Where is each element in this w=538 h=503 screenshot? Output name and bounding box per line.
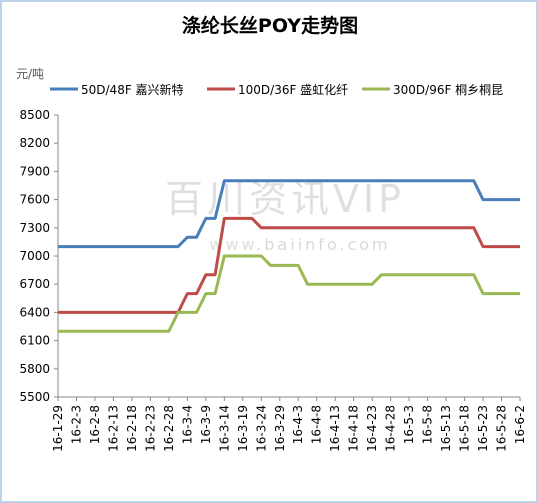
x-tick-label: 16-4-3 (291, 405, 305, 444)
series-line (58, 254, 520, 333)
x-tick-label: 16-4-8 (310, 405, 324, 444)
y-tick-label: 8200 (19, 136, 50, 150)
x-tick-label: 16-4-18 (347, 405, 361, 452)
x-tick-label: 16-5-13 (439, 405, 453, 452)
y-tick-label: 7600 (19, 193, 50, 207)
y-tick-label: 6700 (19, 277, 50, 291)
x-tick-label: 16-5-18 (458, 405, 472, 452)
series-line (58, 179, 520, 249)
x-tick-label: 16-1-29 (51, 405, 65, 452)
x-tick-label: 16-3-14 (217, 405, 231, 452)
y-tick-label: 5800 (19, 362, 50, 376)
x-tick-label: 16-3-9 (199, 405, 213, 444)
chart-title: 涤纶长丝POY走势图 (182, 14, 358, 37)
y-tick-label: 6100 (19, 334, 50, 348)
y-tick-label: 7300 (19, 221, 50, 235)
x-tick-label: 16-5-28 (495, 405, 509, 452)
legend-label: 100D/36F 盛虹化纤 (238, 82, 348, 97)
y-tick-label: 8500 (19, 108, 50, 122)
watermark: www.baiinfo.com (209, 235, 390, 254)
x-tick-label: 16-3-4 (180, 405, 194, 444)
y-tick-label: 5500 (19, 390, 50, 404)
x-tick-label: 16-3-24 (254, 405, 268, 452)
x-tick-label: 16-2-28 (162, 405, 176, 452)
x-tick-label: 16-2-18 (125, 405, 139, 452)
x-tick-label: 16-3-19 (236, 405, 250, 452)
y-tick-label: 7900 (19, 164, 50, 178)
y-tick-label: 6400 (19, 305, 50, 319)
x-tick-label: 16-5-3 (402, 405, 416, 444)
x-tick-label: 16-5-8 (421, 405, 435, 444)
x-tick-label: 16-4-23 (365, 405, 379, 452)
series-line (58, 216, 520, 314)
watermark: 百川资讯VIP (165, 177, 405, 221)
x-tick-label: 16-4-28 (384, 405, 398, 452)
y-tick-label: 7000 (19, 249, 50, 263)
x-tick-label: 16-3-29 (273, 405, 287, 452)
x-tick-label: 16-5-23 (476, 405, 490, 452)
x-tick-label: 16-2-13 (106, 405, 120, 452)
x-tick-label: 16-4-13 (328, 405, 342, 452)
y-unit: 元/吨 (16, 67, 44, 81)
x-tick-label: 16-6-2 (513, 405, 527, 444)
legend-label: 300D/96F 桐乡桐昆 (393, 83, 503, 97)
x-tick-label: 16-2-23 (143, 405, 157, 452)
legend-label: 50D/48F 嘉兴新特 (81, 82, 184, 97)
x-tick-label: 16-2-8 (88, 405, 102, 444)
x-tick-label: 16-2-3 (69, 405, 83, 444)
